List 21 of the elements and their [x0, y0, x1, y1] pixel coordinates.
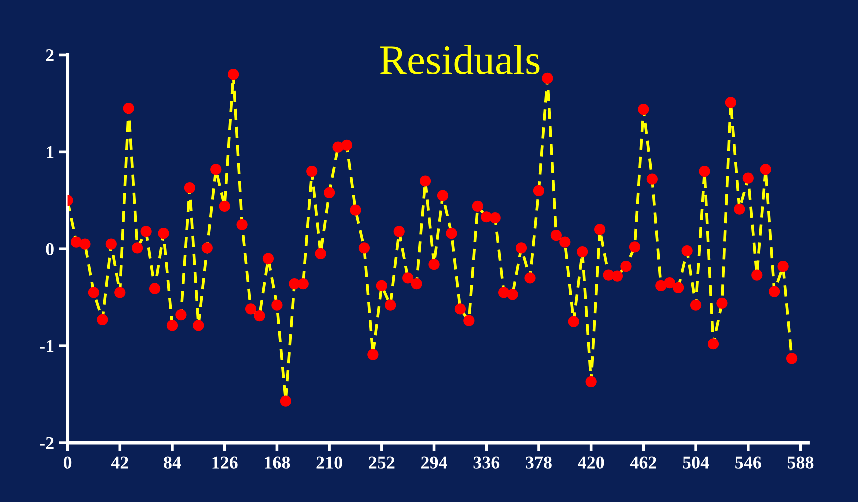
x-tick-label: 462	[630, 456, 656, 469]
x-tick-label: 378	[526, 456, 552, 469]
y-tick-label: 0	[46, 243, 54, 256]
x-tick-label: 126	[212, 456, 238, 469]
x-tick-label: 420	[578, 456, 604, 469]
y-tick-label: -1	[40, 340, 54, 352]
x-tick-label: 294	[421, 456, 448, 469]
chart-title: Residuals	[380, 45, 540, 74]
x-tick-label: 546	[736, 456, 762, 469]
y-tick-label: -2	[40, 437, 54, 450]
x-tick-label: 252	[369, 456, 395, 469]
x-tick-label: 210	[316, 456, 342, 469]
x-tick-label: 588	[788, 456, 814, 469]
x-tick-label: 84	[164, 456, 182, 469]
x-tick-label: 168	[265, 456, 290, 469]
x-tick-label: 42	[111, 456, 128, 469]
y-tick-label: 2	[46, 50, 54, 62]
x-tick-label: 504	[683, 456, 710, 469]
x-tick-label: 0	[64, 456, 72, 469]
x-tick-label: 336	[474, 456, 500, 469]
y-tick-label: 1	[47, 146, 54, 158]
